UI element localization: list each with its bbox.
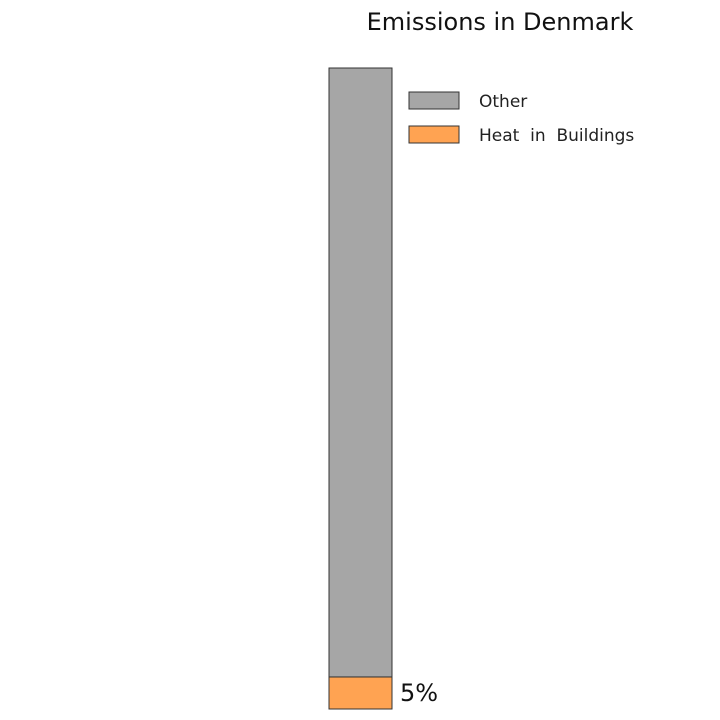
bar-segment-heat-in-buildings	[328, 676, 393, 710]
legend: Other Heat in Buildings	[408, 91, 634, 146]
legend-label-heat-in-buildings: Heat in Buildings	[479, 126, 634, 146]
chart-title: Emissions in Denmark	[367, 8, 634, 36]
data-labels: 5%	[400, 679, 438, 707]
legend-swatch-heat-in-buildings	[408, 125, 460, 144]
data-label-heat-in-buildings: 5%	[400, 679, 438, 707]
legend-swatch-other	[408, 91, 460, 110]
legend-label-other: Other	[479, 92, 527, 112]
bar-segment-other	[328, 67, 393, 678]
stacked-bar	[328, 67, 393, 710]
